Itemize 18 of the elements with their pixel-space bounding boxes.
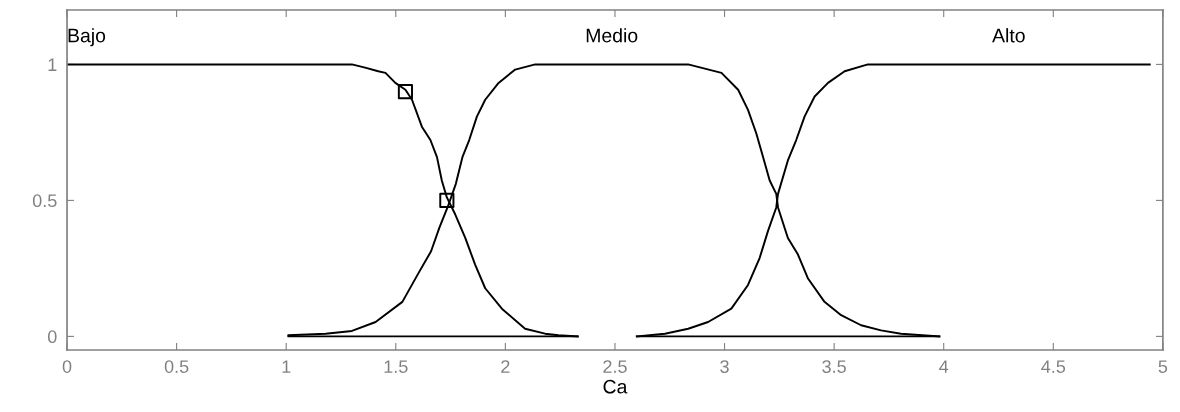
x-tick-label: 2 xyxy=(501,360,510,373)
series-label: Bajo xyxy=(68,28,106,47)
y-tick-label: 0.5 xyxy=(32,194,57,208)
x-tick-label: 1 xyxy=(282,360,291,373)
series-label: Alto xyxy=(992,28,1025,43)
x-tick-label: 4 xyxy=(939,360,949,373)
x-tick-label: 4.5 xyxy=(1041,360,1066,373)
x-axis-title: Ca xyxy=(603,379,628,394)
x-tick-label: 5 xyxy=(1158,360,1168,373)
x-tick-label: 3 xyxy=(720,360,729,373)
series-label: Medio xyxy=(586,28,638,43)
y-tick-label: 1 xyxy=(48,58,57,71)
y-tick-label: 0 xyxy=(47,330,57,344)
x-tick-label: 3.5 xyxy=(822,360,846,373)
x-tick-label: 2.5 xyxy=(603,360,627,373)
x-tick-label: 0.5 xyxy=(164,360,189,373)
x-tick-label: 1.5 xyxy=(384,360,408,373)
x-tick-label: 0 xyxy=(62,360,72,373)
